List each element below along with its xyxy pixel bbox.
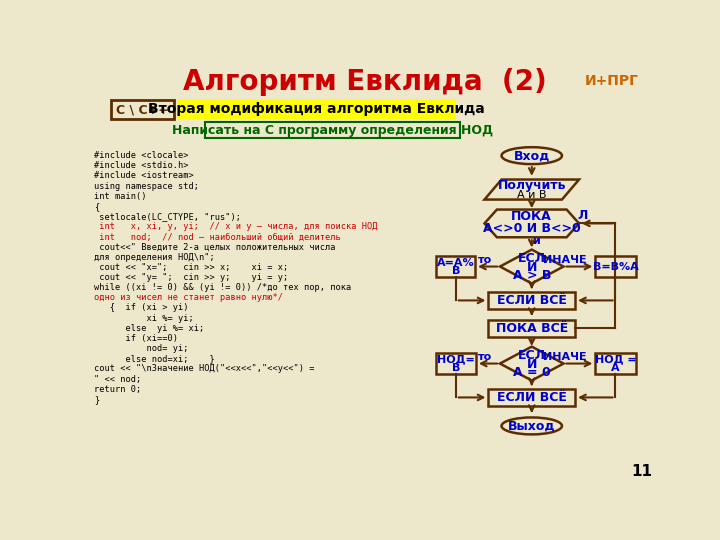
Text: #include <iostream>: #include <iostream>	[94, 171, 194, 180]
Text: return 0;: return 0;	[94, 385, 141, 394]
Text: {  if (xi > yi): { if (xi > yi)	[94, 303, 189, 313]
Polygon shape	[485, 179, 579, 200]
Text: ИНАЧЕ: ИНАЧЕ	[544, 255, 587, 265]
Text: 11: 11	[631, 464, 652, 479]
Text: Л: Л	[577, 209, 588, 222]
Text: Написать на С программу определения НОД: Написать на С программу определения НОД	[172, 124, 493, 137]
Text: }: }	[94, 395, 99, 404]
Polygon shape	[500, 347, 564, 381]
Text: #include <clocale>: #include <clocale>	[94, 151, 189, 160]
Text: В=В%А: В=В%А	[593, 261, 639, 272]
FancyBboxPatch shape	[111, 100, 174, 119]
Text: А: А	[611, 363, 620, 373]
Text: ИНАЧЕ: ИНАЧЕ	[544, 353, 587, 362]
Text: ПОКА ВСЁ: ПОКА ВСЁ	[495, 322, 568, 335]
Text: ЕСЛИ ВСЁ: ЕСЛИ ВСЁ	[497, 391, 567, 404]
FancyBboxPatch shape	[595, 256, 636, 278]
Text: А и В: А и В	[517, 190, 546, 200]
Text: int   x, xi, y, yi;  // x и у – числа, для поиска НОД: int x, xi, y, yi; // x и у – числа, для …	[94, 222, 377, 231]
Text: ЕСЛ: ЕСЛ	[518, 349, 546, 362]
Text: #include <stdio.h>: #include <stdio.h>	[94, 161, 189, 170]
Text: то: то	[478, 255, 492, 265]
FancyBboxPatch shape	[204, 122, 461, 138]
Text: nod= yi;: nod= yi;	[94, 344, 189, 353]
Text: Вторая модификация алгоритма Евклида: Вторая модификация алгоритма Евклида	[148, 103, 485, 117]
Text: и: и	[533, 236, 540, 246]
Text: С \ С++: С \ С++	[116, 104, 169, 117]
Text: {: {	[94, 202, 99, 211]
Polygon shape	[485, 210, 579, 237]
Text: Вход: Вход	[513, 149, 550, 162]
Text: ЕСЛИ ВСЁ: ЕСЛИ ВСЁ	[497, 294, 567, 307]
Text: else  yi %= xi;: else yi %= xi;	[94, 324, 204, 333]
Text: ЕСЛ: ЕСЛ	[518, 252, 546, 265]
Text: для определения НОД\n";: для определения НОД\n";	[94, 253, 215, 262]
Text: setlocale(LC_CTYPE, "rus");: setlocale(LC_CTYPE, "rus");	[94, 212, 241, 221]
Text: НОД=: НОД=	[437, 355, 474, 365]
Text: else nod=xi;    }: else nod=xi; }	[94, 354, 215, 363]
Text: Выход: Выход	[508, 420, 556, 433]
Text: if (xi==0): if (xi==0)	[94, 334, 178, 343]
Text: НОД =: НОД =	[595, 355, 636, 365]
Text: xi %= yi;: xi %= yi;	[94, 314, 194, 323]
Text: И: И	[526, 358, 537, 371]
Text: одно из чисел не станет равно нулю*/: одно из чисел не станет равно нулю*/	[94, 293, 283, 302]
Text: ПОКА: ПОКА	[511, 210, 552, 223]
Text: И+ПРГ: И+ПРГ	[585, 74, 639, 88]
Text: cout << "y= ";  cin >> y;    yi = y;: cout << "y= "; cin >> y; yi = y;	[94, 273, 288, 282]
Text: cout << "\nЗначение НОД("<<x<<","<<y<<") =: cout << "\nЗначение НОД("<<x<<","<<y<<")…	[94, 364, 315, 374]
FancyBboxPatch shape	[595, 353, 636, 374]
FancyBboxPatch shape	[488, 320, 575, 336]
Polygon shape	[500, 249, 564, 284]
Text: А = 0: А = 0	[513, 366, 551, 379]
Text: cout << "x=";   cin >> x;    xi = x;: cout << "x="; cin >> x; xi = x;	[94, 263, 288, 272]
Text: А=А%: А=А%	[437, 258, 474, 268]
FancyBboxPatch shape	[177, 99, 456, 119]
FancyBboxPatch shape	[488, 292, 575, 309]
Ellipse shape	[502, 417, 562, 434]
Text: cout<<" Введите 2-а целых положительных числа: cout<<" Введите 2-а целых положительных …	[94, 242, 336, 252]
Text: int main(): int main()	[94, 192, 146, 201]
FancyBboxPatch shape	[436, 353, 476, 374]
Text: И: И	[526, 261, 537, 274]
Text: А > В: А > В	[513, 268, 551, 281]
Text: Получить: Получить	[498, 179, 566, 192]
Text: " << nod;: " << nod;	[94, 375, 141, 383]
Text: В: В	[451, 363, 460, 373]
Ellipse shape	[502, 147, 562, 164]
Text: А<>0 И В<>0: А<>0 И В<>0	[483, 222, 580, 235]
Text: то: то	[478, 353, 492, 362]
Text: while ((xi != 0) && (yi != 0)) /*до тех пор, пока: while ((xi != 0) && (yi != 0)) /*до тех …	[94, 283, 351, 292]
Text: В: В	[451, 266, 460, 276]
Text: Алгоритм Евклида  (2): Алгоритм Евклида (2)	[184, 68, 547, 96]
FancyBboxPatch shape	[436, 256, 475, 278]
FancyBboxPatch shape	[488, 389, 575, 406]
Text: using namespace std;: using namespace std;	[94, 181, 199, 191]
Text: int   nod;  // nod – наибольший общий делитель: int nod; // nod – наибольший общий делит…	[94, 232, 341, 241]
